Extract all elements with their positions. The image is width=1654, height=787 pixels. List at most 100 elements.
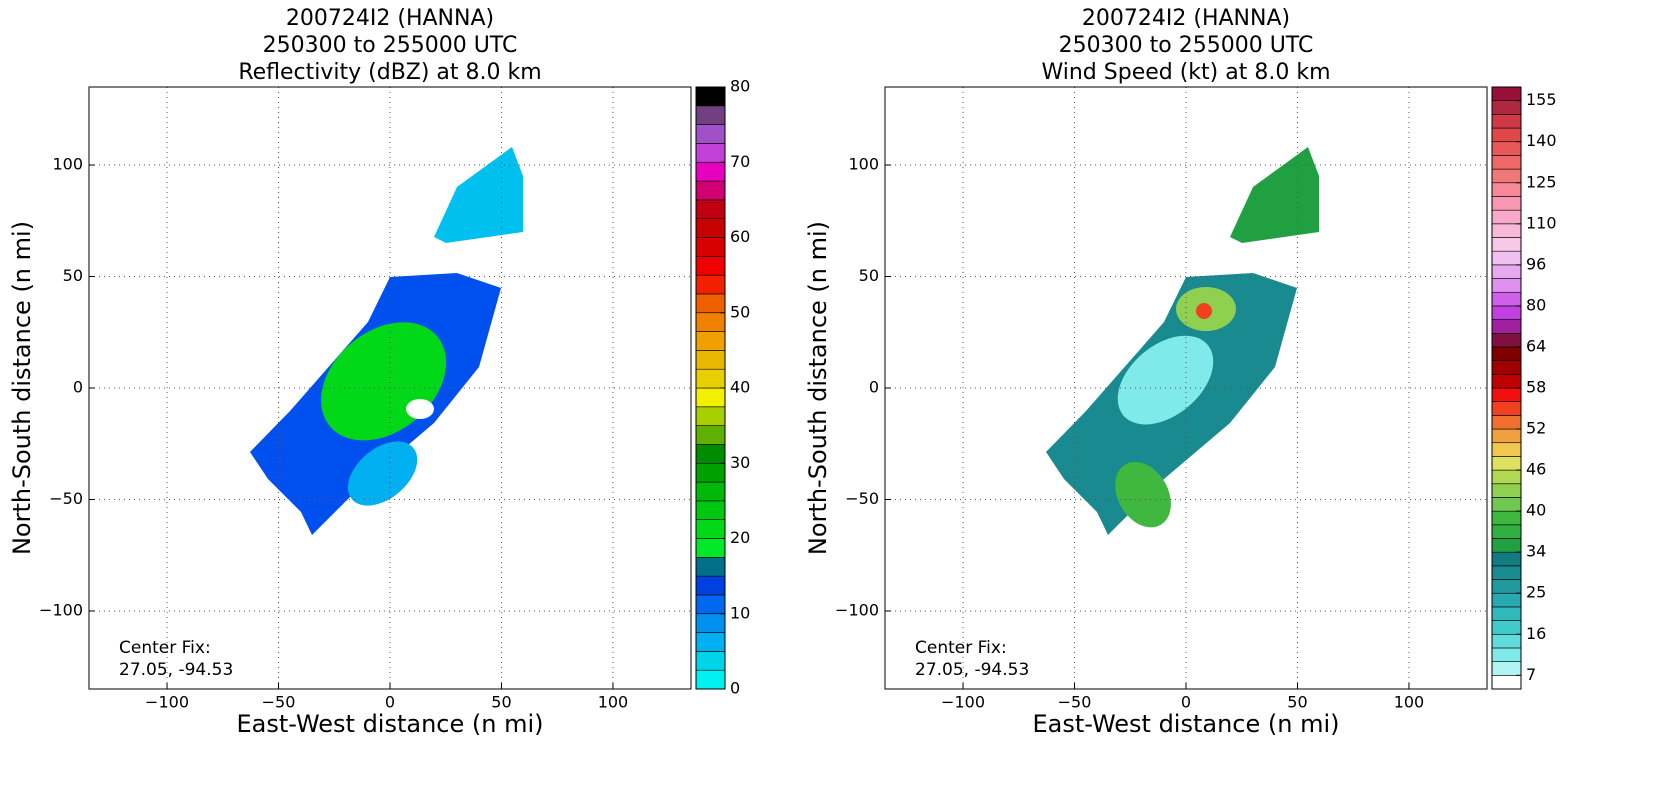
colorbar-box bbox=[695, 538, 726, 558]
colorbar-label: 80 bbox=[1526, 295, 1546, 314]
x-tick-label: 0 bbox=[1181, 693, 1191, 712]
colorbar-label: 30 bbox=[730, 453, 750, 472]
y-axis-label: North-South distance (n mi) bbox=[804, 221, 832, 555]
y-tick-label: −50 bbox=[845, 489, 879, 508]
y-tick-label: −100 bbox=[835, 600, 879, 619]
colorbar-box bbox=[1491, 401, 1522, 416]
colorbar-box bbox=[695, 500, 726, 520]
colorbar-box bbox=[1491, 633, 1522, 649]
colorbar-box bbox=[1491, 86, 1522, 101]
plot-frame bbox=[88, 86, 692, 690]
colorbar-box bbox=[695, 462, 726, 483]
colorbar-box bbox=[695, 331, 726, 351]
plot-frame bbox=[884, 86, 1488, 690]
colorbar-box bbox=[695, 444, 726, 464]
y-tick-label: −100 bbox=[39, 600, 83, 619]
chart-title: 200724I2 (HANNA) bbox=[286, 6, 494, 31]
colorbar-box bbox=[1491, 456, 1522, 471]
colorbar-box bbox=[1491, 141, 1522, 156]
y-tick-label: 100 bbox=[52, 155, 83, 174]
colorbar-box bbox=[695, 350, 726, 370]
colorbar-label: 96 bbox=[1526, 254, 1546, 273]
colorbar-label: 50 bbox=[730, 302, 750, 321]
colorbar-label: 40 bbox=[1526, 501, 1546, 520]
annotation: Center Fix: bbox=[119, 638, 211, 658]
colorbar-box bbox=[1491, 291, 1522, 307]
colorbar-box bbox=[1491, 661, 1522, 676]
y-tick-label: −50 bbox=[49, 489, 83, 508]
colorbar-box bbox=[1491, 346, 1522, 361]
colorbar-box bbox=[1491, 606, 1522, 621]
colorbar-box bbox=[1491, 182, 1522, 197]
colorbar-label: 10 bbox=[730, 603, 750, 622]
colorbar-box bbox=[1491, 374, 1522, 389]
colorbar-box bbox=[695, 199, 726, 219]
colorbar-box bbox=[1491, 237, 1522, 252]
colorbar-box bbox=[1491, 305, 1522, 320]
colorbar-box bbox=[695, 387, 726, 408]
colorbar-box bbox=[695, 575, 726, 596]
colorbar-box bbox=[695, 86, 726, 107]
colorbar-label: 155 bbox=[1526, 90, 1557, 109]
colorbar-box bbox=[695, 218, 726, 238]
colorbar-box bbox=[1491, 155, 1522, 170]
y-tick-label: 0 bbox=[73, 378, 83, 397]
x-tick-label: 50 bbox=[491, 693, 511, 712]
colorbar-box bbox=[695, 161, 726, 182]
colorbar-label: 70 bbox=[730, 152, 750, 171]
colorbar-box bbox=[695, 237, 726, 257]
y-tick-label: 100 bbox=[848, 155, 879, 174]
colorbar-box bbox=[695, 368, 726, 389]
x-axis-label: East-West distance (n mi) bbox=[236, 710, 543, 738]
colorbar-box bbox=[695, 293, 726, 314]
colorbar-box bbox=[1491, 620, 1522, 635]
annotation: 27.05, -94.53 bbox=[915, 660, 1029, 680]
colorbar-box bbox=[695, 425, 726, 445]
x-tick-label: −100 bbox=[941, 693, 985, 712]
colorbar-label: 7 bbox=[1526, 665, 1536, 684]
colorbar-label: 60 bbox=[730, 227, 750, 246]
colorbar-box bbox=[695, 613, 726, 633]
colorbar-box bbox=[1491, 592, 1522, 608]
colorbar-box bbox=[695, 274, 726, 295]
colorbar-box bbox=[1491, 100, 1522, 115]
colorbar-box bbox=[1491, 497, 1522, 512]
x-tick-label: 100 bbox=[598, 693, 629, 712]
colorbar-box bbox=[695, 406, 726, 426]
colorbar-box bbox=[695, 594, 726, 615]
chart-title: 200724I2 (HANNA) bbox=[1082, 6, 1290, 31]
y-tick-label: 50 bbox=[859, 266, 879, 285]
colorbar-box bbox=[1491, 209, 1522, 225]
reflectivity-field bbox=[250, 147, 523, 535]
colorbar-label: 80 bbox=[730, 77, 750, 96]
colorbar-box bbox=[695, 256, 726, 276]
colorbar-box bbox=[695, 180, 726, 201]
wind-field bbox=[1046, 147, 1319, 535]
chart-title: 250300 to 255000 UTC bbox=[263, 33, 518, 58]
colorbar-label: 52 bbox=[1526, 419, 1546, 438]
x-tick-label: 50 bbox=[1287, 693, 1307, 712]
colorbar-box bbox=[695, 143, 726, 163]
colorbar-box bbox=[1491, 360, 1522, 375]
colorbar-box bbox=[1491, 469, 1522, 485]
colorbar-box bbox=[1491, 675, 1522, 690]
colorbar-box bbox=[695, 124, 726, 144]
y-axis-label: North-South distance (n mi) bbox=[8, 221, 36, 555]
colorbar-box bbox=[1491, 524, 1522, 539]
colorbar-label: 0 bbox=[730, 679, 740, 698]
y-tick-label: 50 bbox=[63, 266, 83, 285]
colorbar-box bbox=[1491, 127, 1522, 143]
colorbar-label: 46 bbox=[1526, 460, 1546, 479]
colorbar-box bbox=[1491, 387, 1522, 402]
x-tick-label: −100 bbox=[145, 693, 189, 712]
y-tick-label: 0 bbox=[869, 378, 879, 397]
colorbar-box bbox=[1491, 538, 1522, 553]
colorbar-box bbox=[1491, 647, 1522, 662]
colorbar-box bbox=[695, 669, 726, 690]
colorbar-box bbox=[1491, 332, 1522, 348]
colorbar-box bbox=[695, 481, 726, 502]
colorbar-label: 110 bbox=[1526, 213, 1557, 232]
colorbar-box bbox=[1491, 415, 1522, 430]
colorbar-label: 58 bbox=[1526, 378, 1546, 397]
